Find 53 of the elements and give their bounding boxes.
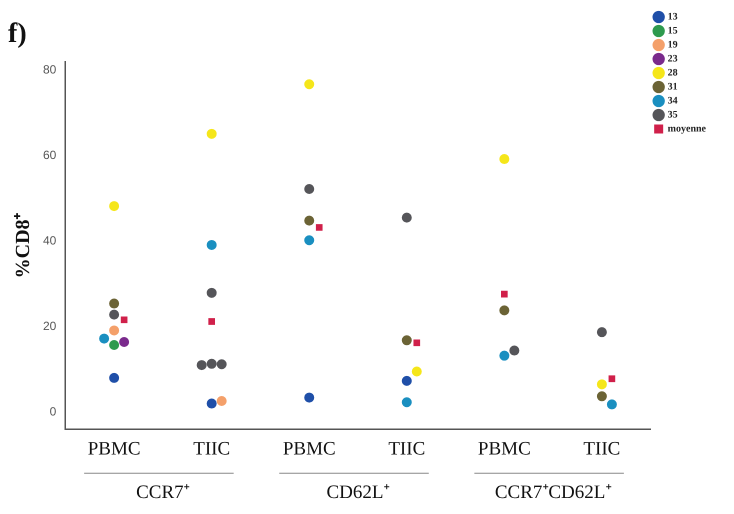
legend-label: 23 xyxy=(668,54,678,65)
legend-label: 13 xyxy=(668,12,678,23)
point xyxy=(499,154,510,164)
point xyxy=(206,128,217,139)
point xyxy=(596,327,607,338)
x-tick-label: PBMC xyxy=(282,438,336,460)
point xyxy=(596,391,607,402)
point xyxy=(109,201,120,212)
point xyxy=(304,79,314,90)
point xyxy=(596,379,607,390)
y-tick-label: 0 xyxy=(50,404,57,418)
point xyxy=(402,335,412,346)
point xyxy=(499,305,510,316)
x-tick-label: PBMC xyxy=(88,438,141,460)
point xyxy=(304,235,314,246)
point xyxy=(109,325,120,336)
y-tick-label: 20 xyxy=(42,318,57,333)
point xyxy=(304,392,314,403)
point xyxy=(304,184,314,194)
y-tick-label: 80 xyxy=(42,62,57,76)
point xyxy=(206,358,217,369)
point xyxy=(499,350,510,361)
legend-label: moyenne xyxy=(668,124,707,135)
x-tick-label: TIIC xyxy=(193,438,230,460)
legend-label: 15 xyxy=(668,26,678,37)
point xyxy=(109,310,120,320)
text: CCR7⁺CD62L⁺ xyxy=(494,482,612,504)
y-tick-label: 60 xyxy=(42,148,57,162)
y-axis-title: %CD8⁺ xyxy=(12,212,34,278)
chart-title: f) xyxy=(8,18,27,50)
point xyxy=(402,376,412,386)
point xyxy=(501,290,508,298)
legend-label: 19 xyxy=(668,40,678,51)
legend-label: 28 xyxy=(668,68,678,79)
point xyxy=(109,340,120,350)
point xyxy=(208,318,216,325)
x-tick-label: TIIC xyxy=(583,438,620,460)
y-tick-label: 40 xyxy=(42,233,57,248)
point xyxy=(402,212,412,223)
text: CCR7⁺ xyxy=(136,482,190,504)
point xyxy=(206,288,217,298)
point xyxy=(304,216,314,226)
point xyxy=(109,372,120,383)
legend-label: 31 xyxy=(668,82,678,93)
legend-label: 35 xyxy=(668,110,678,121)
x-tick-label: TIIC xyxy=(388,438,426,460)
legend-label: 34 xyxy=(668,96,678,107)
point xyxy=(206,398,217,409)
point xyxy=(402,397,412,408)
point xyxy=(109,298,120,309)
point xyxy=(206,240,217,250)
text: CD62L⁺ xyxy=(326,482,390,504)
x-tick-label: PBMC xyxy=(478,438,531,460)
